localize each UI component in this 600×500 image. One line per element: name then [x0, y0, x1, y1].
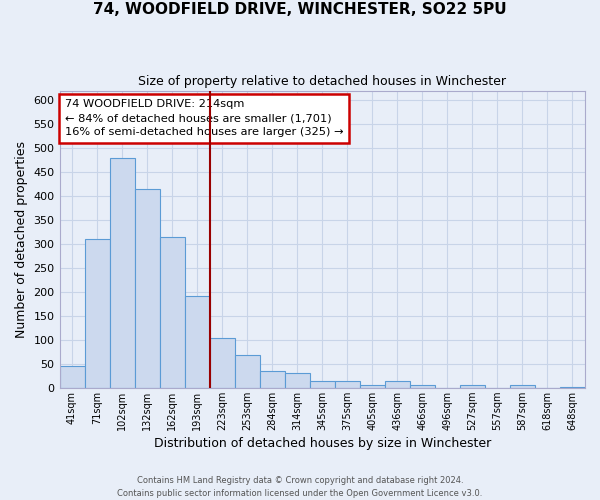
Bar	[460, 386, 485, 388]
Bar	[209, 338, 235, 388]
Bar	[335, 381, 360, 388]
Bar	[134, 190, 160, 388]
Text: 74 WOODFIELD DRIVE: 214sqm
← 84% of detached houses are smaller (1,701)
16% of s: 74 WOODFIELD DRIVE: 214sqm ← 84% of deta…	[65, 100, 343, 138]
Y-axis label: Number of detached properties: Number of detached properties	[15, 140, 28, 338]
Bar	[285, 374, 310, 388]
Title: Size of property relative to detached houses in Winchester: Size of property relative to detached ho…	[138, 75, 506, 88]
Text: 74, WOODFIELD DRIVE, WINCHESTER, SO22 5PU: 74, WOODFIELD DRIVE, WINCHESTER, SO22 5P…	[93, 2, 507, 18]
Bar	[59, 366, 85, 388]
Bar	[110, 158, 134, 388]
Bar	[385, 381, 410, 388]
Bar	[510, 386, 535, 388]
Bar	[85, 238, 110, 388]
Bar	[160, 237, 185, 388]
Text: Contains HM Land Registry data © Crown copyright and database right 2024.
Contai: Contains HM Land Registry data © Crown c…	[118, 476, 482, 498]
Bar	[185, 296, 209, 388]
Bar	[410, 386, 435, 388]
Bar	[260, 371, 285, 388]
Bar	[560, 387, 585, 388]
Bar	[235, 354, 260, 388]
X-axis label: Distribution of detached houses by size in Winchester: Distribution of detached houses by size …	[154, 437, 491, 450]
Bar	[360, 386, 385, 388]
Bar	[310, 381, 335, 388]
